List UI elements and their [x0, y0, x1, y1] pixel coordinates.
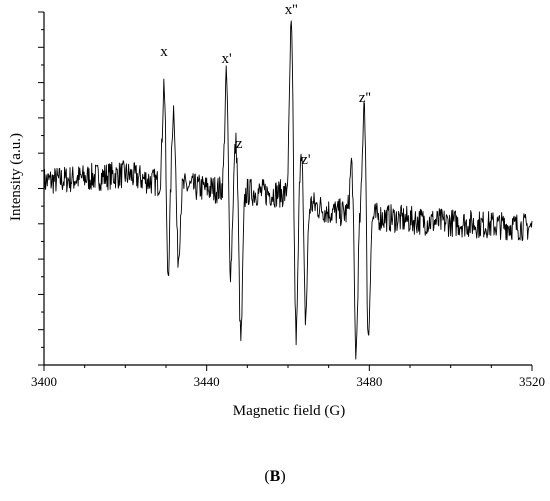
spectrum-line: [43, 20, 533, 360]
peak-label: z': [301, 152, 311, 168]
y-axis-title: Intensity (a.u.): [8, 133, 24, 221]
x-tick-label: 3520: [519, 374, 545, 389]
panel-label: (B): [0, 468, 550, 486]
panel-label-open: (: [264, 468, 270, 485]
peak-label: z'': [359, 90, 371, 106]
peak-label: x: [160, 44, 168, 60]
panel-label-close: ): [280, 468, 286, 485]
panel-label-letter: B: [269, 468, 281, 485]
x-axis-title: Magnetic field (G): [233, 403, 345, 419]
x-tick-label: 3400: [31, 374, 57, 389]
peak-label: x'': [285, 2, 298, 18]
plot-area: [43, 20, 533, 360]
peak-annotations: x x' z x'' z' z'': [160, 2, 371, 168]
peak-label: x': [221, 51, 232, 67]
x-tick-label: 3440: [194, 374, 220, 389]
x-tick-label: 3480: [356, 374, 382, 389]
peak-label: z: [236, 136, 243, 152]
axes: 3400 3440 3480 3520: [31, 11, 545, 389]
